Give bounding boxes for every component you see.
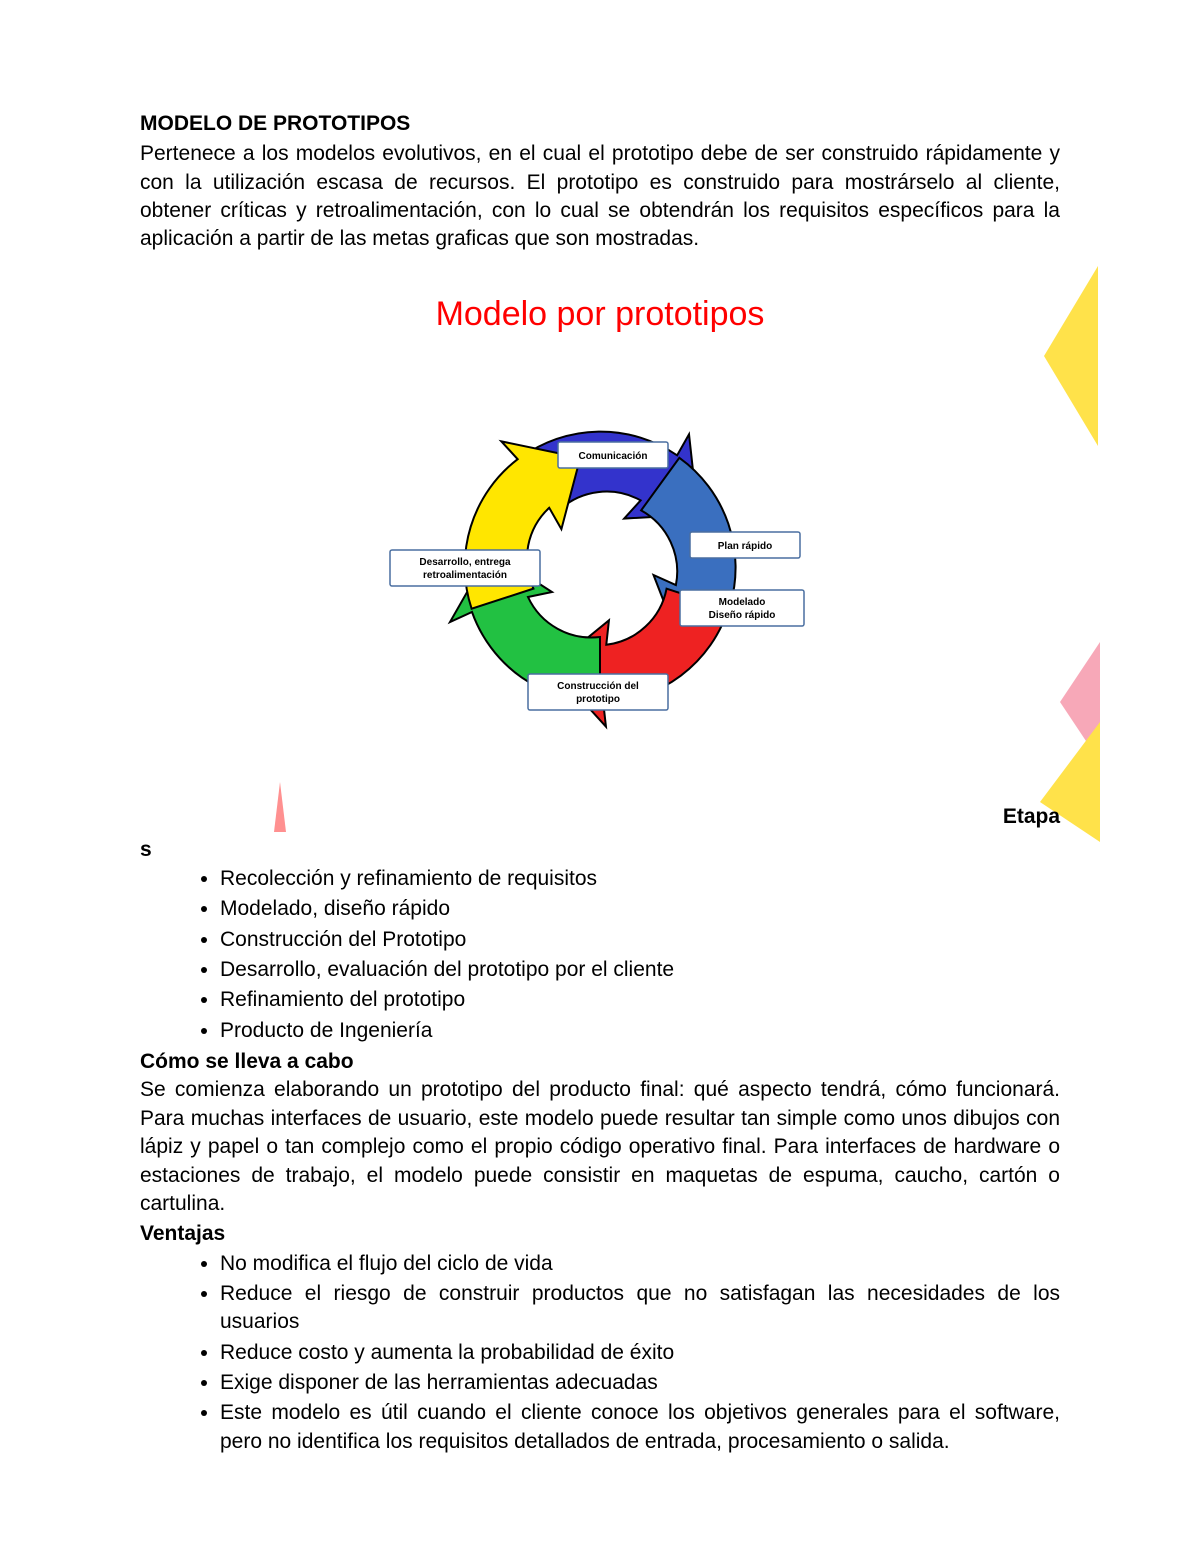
etapas-heading-part1: Etapa: [1003, 803, 1060, 831]
list-item: Refinamiento del prototipo: [220, 985, 1060, 1015]
svg-text:prototipo: prototipo: [576, 694, 620, 705]
como-heading: Cómo se lleva a cabo: [140, 1048, 1060, 1076]
ventajas-list: No modifica el flujo del ciclo de vida R…: [220, 1249, 1060, 1457]
list-item: Reduce el riesgo de construir productos …: [220, 1279, 1060, 1338]
list-item: Este modelo es útil cuando el cliente co…: [220, 1398, 1060, 1457]
svg-text:Construcción del: Construcción del: [557, 681, 639, 692]
svg-text:Comunicación: Comunicación: [579, 451, 648, 462]
prototype-cycle-diagram: Comunicación Plan rápido Modelado Diseño…: [380, 362, 820, 762]
como-body: Se comienza elaborando un prototipo del …: [140, 1076, 1060, 1218]
list-item: Exige disponer de las herramientas adecu…: [220, 1368, 1060, 1398]
page-title: MODELO DE PROTOTIPOS: [140, 110, 1060, 138]
list-item: Desarrollo, evaluación del prototipo por…: [220, 955, 1060, 985]
intro-paragraph: Pertenece a los modelos evolutivos, en e…: [140, 140, 1060, 253]
etapas-list: Recolección y refinamiento de requisitos…: [220, 864, 1060, 1046]
list-item: Reduce costo y aumenta la probabilidad d…: [220, 1338, 1060, 1368]
svg-text:Modelado: Modelado: [719, 597, 766, 608]
cycle-box-comunicacion: Comunicación: [558, 442, 668, 468]
svg-text:Diseño rápido: Diseño rápido: [709, 610, 776, 621]
cycle-box-desarrollo: Desarrollo, entrega retroalimentación: [390, 550, 540, 586]
cycle-box-plan: Plan rápido: [690, 532, 800, 558]
deco-sliver-icon: [260, 782, 300, 832]
diagram-title: Modelo por prototipos: [140, 292, 1060, 338]
etapas-heading-part2: s: [140, 836, 1060, 864]
list-item: Recolección y refinamiento de requisitos: [220, 864, 1060, 894]
ventajas-heading: Ventajas: [140, 1220, 1060, 1248]
svg-text:Desarrollo, entrega: Desarrollo, entrega: [419, 557, 511, 568]
svg-text:retroalimentación: retroalimentación: [423, 570, 507, 581]
list-item: Modelado, diseño rápido: [220, 894, 1060, 924]
svg-text:Plan rápido: Plan rápido: [718, 541, 772, 552]
diagram-container: Modelo por prototipos Comunicación Plan …: [140, 272, 1060, 832]
list-item: Construcción del Prototipo: [220, 925, 1060, 955]
list-item: No modifica el flujo del ciclo de vida: [220, 1249, 1060, 1279]
cycle-box-construccion: Construcción del prototipo: [528, 674, 668, 710]
list-item: Producto de Ingeniería: [220, 1016, 1060, 1046]
cycle-box-modelado: Modelado Diseño rápido: [680, 590, 804, 626]
